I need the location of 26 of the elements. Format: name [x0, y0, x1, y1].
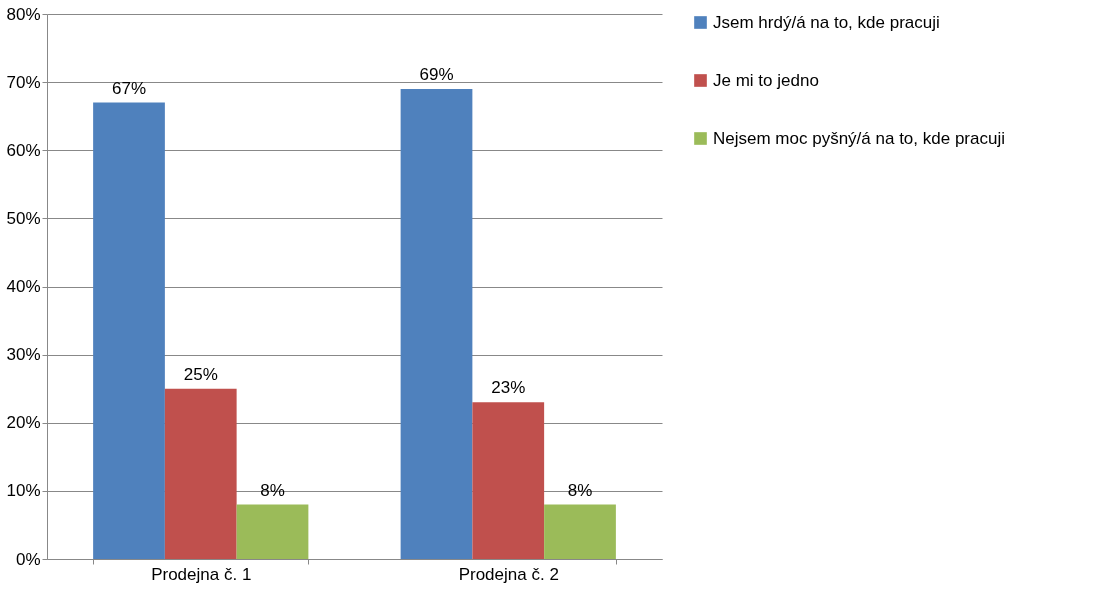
- x-tick-label: Prodejna č. 1: [151, 564, 252, 584]
- bar: [400, 88, 473, 559]
- y-tick-label: 80%: [6, 4, 41, 24]
- data-label: 67%: [111, 78, 147, 98]
- y-tick-label: 70%: [6, 72, 41, 92]
- bar: [544, 504, 616, 559]
- data-label: 69%: [419, 64, 454, 84]
- y-tick-label: 10%: [6, 481, 41, 501]
- y-tick-label: 40%: [6, 277, 41, 296]
- y-tick-label: 50%: [6, 208, 41, 228]
- data-label: 8%: [567, 480, 593, 500]
- bar: [93, 102, 165, 559]
- legend-label: Je mi to jedno: [713, 70, 819, 90]
- x-tick-label: Prodejna č. 2: [458, 564, 559, 584]
- bar: [472, 402, 545, 559]
- data-label: 23%: [491, 378, 526, 398]
- bar: [236, 504, 309, 559]
- data-label: 8%: [260, 480, 285, 500]
- legend-label: Jsem hrdý/á na to, kde pracuji: [713, 12, 940, 32]
- y-tick-label: 30%: [6, 345, 41, 365]
- data-label: 25%: [183, 364, 218, 384]
- y-tick-label: 20%: [6, 413, 41, 433]
- y-tick-label: 0%: [15, 549, 41, 569]
- bar: [164, 388, 237, 559]
- y-tick-label: 60%: [6, 140, 41, 160]
- legend-label: Nejsem moc pyšný/á na to, kde pracuji: [713, 128, 1005, 148]
